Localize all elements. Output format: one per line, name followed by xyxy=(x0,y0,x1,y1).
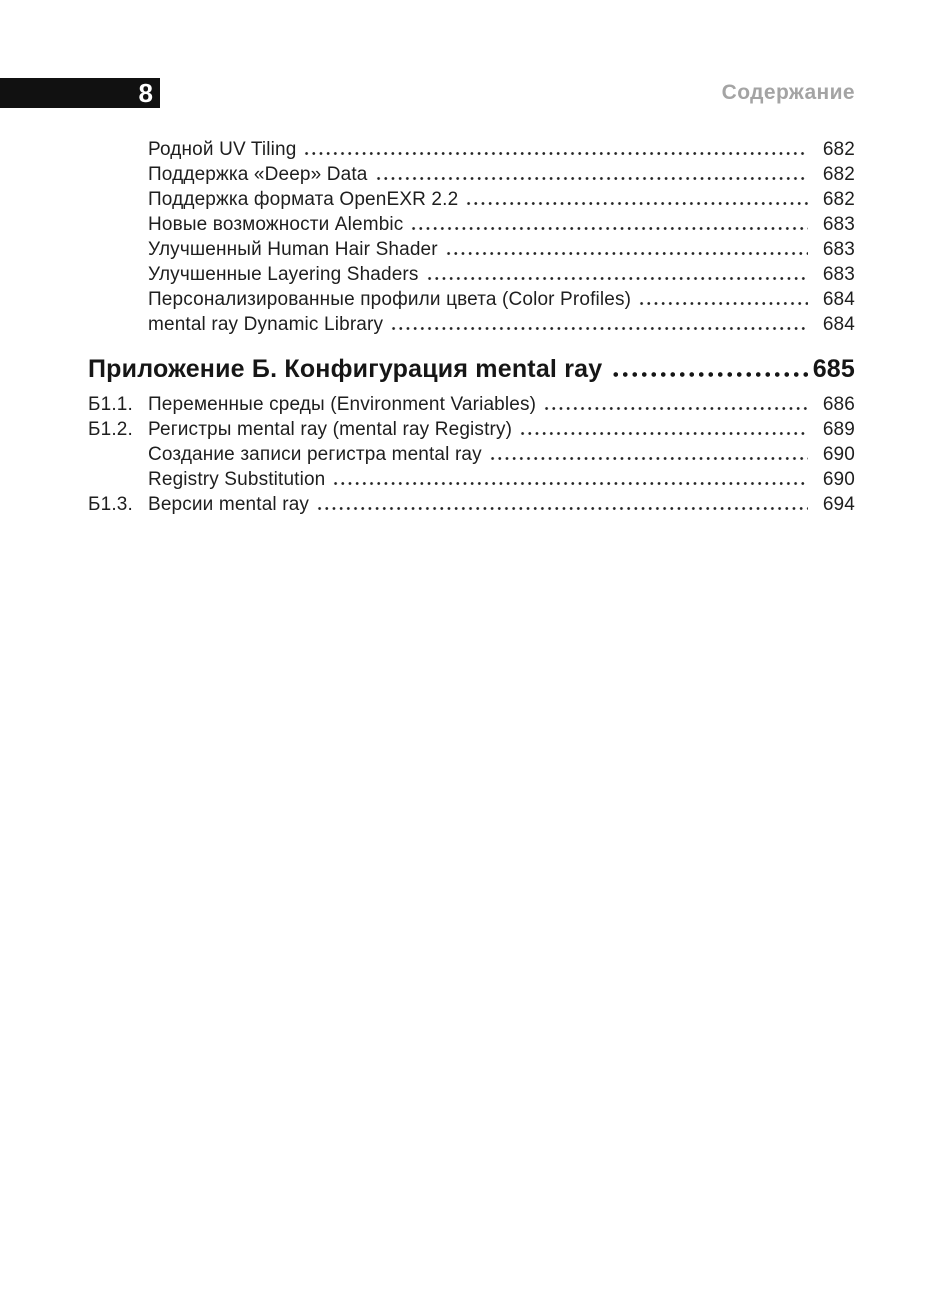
section-page: 685 xyxy=(812,355,855,383)
toc-entry: Создание записи регистра mental ray 690 xyxy=(88,442,855,467)
section-title: Приложение Б. Конфигурация mental ray xyxy=(88,355,603,383)
toc-entry-number: Б1.1. xyxy=(88,394,133,415)
toc-section-heading: Приложение Б. Конфигурация mental ray 68… xyxy=(88,353,855,386)
toc-entry: Б1.1. Переменные среды (Environment Vari… xyxy=(88,392,855,417)
running-title: Содержание xyxy=(721,81,855,104)
dotted-leader xyxy=(410,227,808,230)
toc-entry-page: 686 xyxy=(822,394,855,415)
toc-entry: Улучшенные Layering Shaders 683 xyxy=(88,262,855,287)
dotted-leader xyxy=(332,482,808,485)
toc-entry-page: 682 xyxy=(822,164,855,185)
dotted-leader xyxy=(488,457,808,460)
toc-entry-number: Б1.2. xyxy=(88,419,133,440)
toc-entry: Б1.3. Версии mental ray 694 xyxy=(88,492,855,517)
toc-entry-label: Улучшенный Human Hair Shader xyxy=(148,239,438,260)
toc-entry-label: Поддержка формата OpenEXR 2.2 xyxy=(148,189,459,210)
toc-entry-page: 684 xyxy=(822,314,855,335)
toc-entry: Улучшенный Human Hair Shader 683 xyxy=(88,237,855,262)
dotted-leader xyxy=(425,277,808,280)
dotted-leader xyxy=(519,432,808,435)
toc-entry-page: 694 xyxy=(822,494,855,515)
dotted-leader-bold xyxy=(611,372,811,377)
toc-entry-label: Registry Substitution xyxy=(148,469,326,490)
toc-entry: Поддержка формата OpenEXR 2.2 682 xyxy=(88,187,855,212)
toc-entry-page: 689 xyxy=(822,419,855,440)
toc-entry-page: 690 xyxy=(822,444,855,465)
toc-entry: Родной UV Tiling 682 xyxy=(88,137,855,162)
toc-entry-label: Переменные среды (Environment Variables) xyxy=(148,394,537,415)
toc-entry-page: 682 xyxy=(822,189,855,210)
dotted-leader xyxy=(374,177,808,180)
dotted-leader xyxy=(444,252,808,255)
dotted-leader xyxy=(316,507,808,510)
dotted-leader xyxy=(638,302,808,305)
toc-entry-page: 690 xyxy=(822,469,855,490)
page-number-tab: 8 xyxy=(0,78,160,108)
toc-entry: Registry Substitution 690 xyxy=(88,467,855,492)
toc-entry-label: Регистры mental ray (mental ray Registry… xyxy=(148,419,513,440)
dotted-leader xyxy=(390,327,808,330)
toc-entry-label: Улучшенные Layering Shaders xyxy=(148,264,419,285)
toc-entry-page: 683 xyxy=(822,264,855,285)
toc-entry-label: Создание записи регистра mental ray xyxy=(148,444,482,465)
toc-entry: Б1.2. Регистры mental ray (mental ray Re… xyxy=(88,417,855,442)
toc-entry-label: Новые возможности Alembic xyxy=(148,214,404,235)
toc-entry-number: Б1.3. xyxy=(88,494,133,515)
toc-entry-page: 682 xyxy=(822,139,855,160)
dotted-leader xyxy=(465,202,808,205)
toc-list: Родной UV Tiling 682 Поддержка «Deep» Da… xyxy=(88,137,855,517)
toc-entry-label: mental ray Dynamic Library xyxy=(148,314,384,335)
toc-entry: Поддержка «Deep» Data 682 xyxy=(88,162,855,187)
toc-entry-label: Поддержка «Deep» Data xyxy=(148,164,368,185)
toc-entry-page: 683 xyxy=(822,214,855,235)
toc-entry-page: 684 xyxy=(822,289,855,310)
toc-entry: mental ray Dynamic Library 684 xyxy=(88,312,855,337)
dotted-leader xyxy=(303,152,808,155)
dotted-leader xyxy=(543,407,808,410)
toc-entry-label: Версии mental ray xyxy=(148,494,310,515)
toc-entry: Персонализированные профили цвета (Color… xyxy=(88,287,855,312)
toc-entry-page: 683 xyxy=(822,239,855,260)
toc-entry-label: Персонализированные профили цвета (Color… xyxy=(148,289,632,310)
toc-entry: Новые возможности Alembic 683 xyxy=(88,212,855,237)
toc-entry-label: Родной UV Tiling xyxy=(148,139,297,160)
page-number: 8 xyxy=(138,78,153,108)
